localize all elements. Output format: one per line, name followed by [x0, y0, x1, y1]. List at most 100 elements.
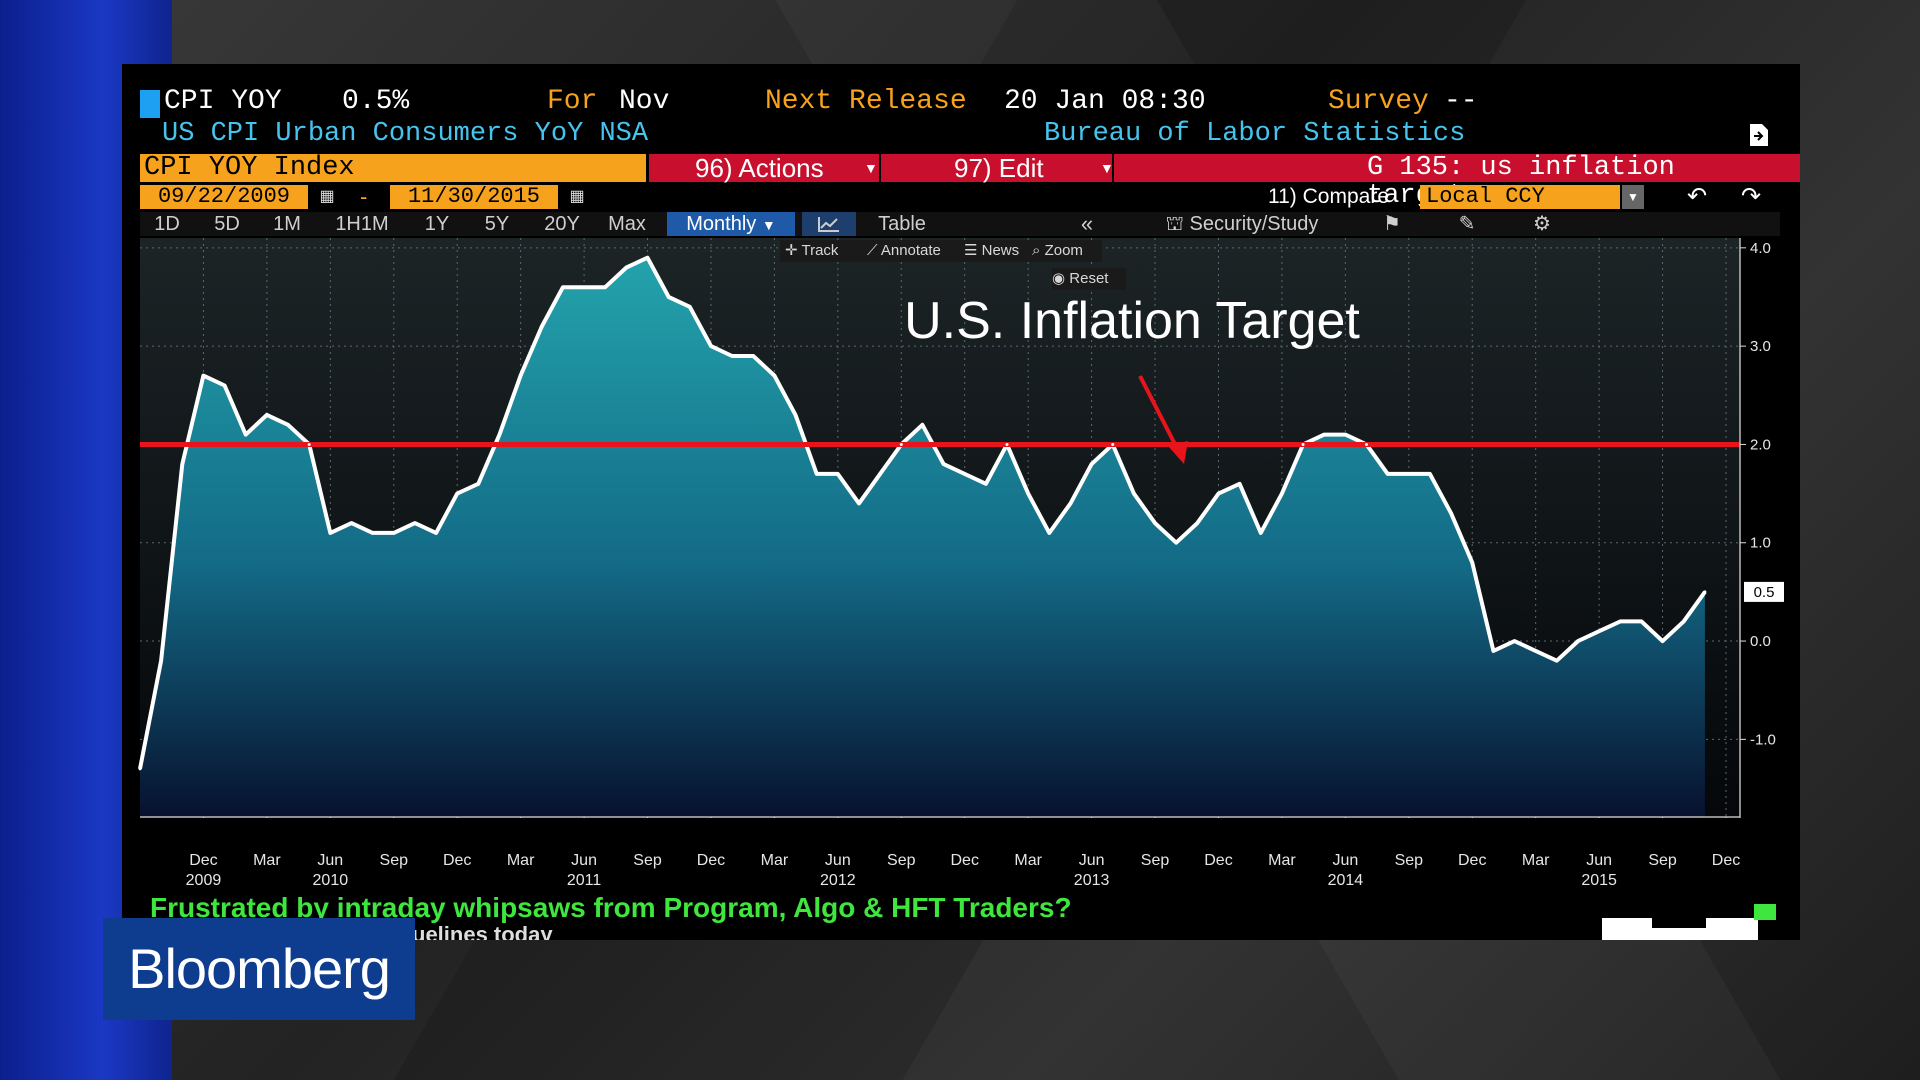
- edit-icon[interactable]: ✎: [1458, 213, 1476, 235]
- period-5d[interactable]: 5D: [214, 213, 240, 235]
- calendar-icon[interactable]: ▦: [569, 188, 585, 205]
- data-point: [1576, 639, 1580, 643]
- data-point: [201, 374, 205, 378]
- y-tick-label: 2.0: [1750, 436, 1771, 453]
- reset-button[interactable]: ◉ Reset: [1052, 268, 1126, 290]
- period-20y[interactable]: 20Y: [544, 213, 580, 235]
- annotation-label: U.S. Inflation Target: [904, 292, 1360, 350]
- divider: [879, 154, 881, 182]
- chevron-down-icon[interactable]: ▼: [1622, 185, 1644, 209]
- arrow-head: [1168, 441, 1188, 464]
- edit-menu[interactable]: 97) Edit ▼: [882, 153, 1114, 183]
- data-point: [265, 413, 269, 417]
- currency-select[interactable]: Local CCY: [1420, 185, 1620, 209]
- data-point: [815, 472, 819, 476]
- x-tick-label: Sep: [1648, 852, 1677, 869]
- x-tick-label: Jun: [317, 852, 344, 869]
- news-icon: ☰: [964, 242, 982, 259]
- data-point: [772, 374, 776, 378]
- period-1d[interactable]: 1D: [154, 213, 180, 235]
- undo-icon[interactable]: ↶: [1686, 183, 1708, 210]
- search-icon: ⌕: [1032, 242, 1045, 259]
- period-5y[interactable]: 5Y: [484, 213, 510, 235]
- data-point: [1343, 433, 1347, 437]
- x-tick-label: Sep: [379, 852, 408, 869]
- data-point: [646, 256, 650, 260]
- x-tick-label: Sep: [887, 852, 916, 869]
- ticker-value: 0.5%: [342, 86, 410, 117]
- data-point: [1153, 521, 1157, 525]
- data-point: [582, 285, 586, 289]
- calendar-icon[interactable]: ▦: [319, 188, 335, 205]
- data-point: [1174, 541, 1178, 545]
- table-button[interactable]: Table: [878, 213, 926, 235]
- export-icon[interactable]: [1748, 122, 1770, 148]
- flag-icon[interactable]: ⚑: [1383, 213, 1401, 235]
- y-axis: 4.0 3.0 2.0 1.0 0.0 -1.0: [1739, 238, 1776, 818]
- y-tick-label: -1.0: [1750, 731, 1776, 748]
- data-point: [1682, 619, 1686, 623]
- chevron-down-icon: ▼: [864, 160, 878, 176]
- x-tick-label: Mar: [506, 852, 535, 869]
- edit-label: 97) Edit: [954, 153, 1044, 183]
- data-point: [624, 265, 628, 269]
- data-point: [1639, 619, 1643, 623]
- actions-label: 96) Actions: [695, 153, 824, 183]
- frequency-select[interactable]: Monthly ▼: [667, 212, 795, 236]
- data-point: [1068, 501, 1072, 505]
- end-date-field[interactable]: 11/30/2015: [390, 185, 558, 209]
- data-point: [667, 295, 671, 299]
- data-point: [1132, 492, 1136, 496]
- data-point: [603, 285, 607, 289]
- ticker-graphic: [1602, 904, 1776, 940]
- security-description: US CPI Urban Consumers YoY NSA: [162, 119, 649, 149]
- for-value: Nov: [619, 86, 670, 117]
- period-1h1m[interactable]: 1H1M: [335, 213, 389, 235]
- data-point: [942, 462, 946, 466]
- data-point: [561, 285, 565, 289]
- chevron-down-icon: ▼: [761, 217, 776, 233]
- data-point: [963, 472, 967, 476]
- data-source: Bureau of Labor Statistics: [1044, 119, 1466, 149]
- compare-button[interactable]: 11) Compare: [1268, 185, 1389, 208]
- period-bar: [140, 212, 1780, 236]
- data-point: [1322, 433, 1326, 437]
- data-point: [836, 472, 840, 476]
- period-max[interactable]: Max: [608, 213, 646, 235]
- gear-icon[interactable]: ⚙: [1533, 213, 1551, 235]
- start-date-field[interactable]: 09/22/2009: [140, 185, 308, 209]
- data-point: [519, 374, 523, 378]
- security-study-button[interactable]: ⛫ Security/Study: [1152, 212, 1332, 236]
- data-point: [1026, 492, 1030, 496]
- collapse-button[interactable]: «: [1080, 211, 1094, 236]
- line-chart-icon[interactable]: [802, 212, 856, 236]
- x-tick-label: Dec: [189, 852, 218, 869]
- x-tick-label: Jun: [1078, 852, 1105, 869]
- track-button[interactable]: ✛ Track: [785, 240, 857, 262]
- security-field[interactable]: CPI YOY Index: [140, 154, 646, 182]
- y-tick-label: 1.0: [1750, 535, 1771, 552]
- annotate-button[interactable]: ⟋ Annotate: [867, 240, 959, 262]
- data-point: [857, 501, 861, 505]
- x-tick-label: Jun: [571, 852, 597, 869]
- zoom-button[interactable]: ⌕ Zoom: [1032, 240, 1102, 262]
- period-1m[interactable]: 1M: [273, 213, 301, 235]
- annotate-label: Annotate: [880, 242, 941, 259]
- data-point: [920, 423, 924, 427]
- x-tick-label: Jun: [1332, 852, 1359, 869]
- news-button[interactable]: ☰ News: [964, 240, 1028, 262]
- y-tick-label: 4.0: [1750, 240, 1771, 257]
- x-tick-label: Sep: [1394, 852, 1424, 869]
- data-point: [328, 531, 332, 535]
- bloomberg-logo: Bloomberg: [103, 918, 415, 1020]
- x-tick-label: Sep: [1140, 852, 1170, 869]
- redo-icon[interactable]: ↷: [1740, 183, 1762, 210]
- data-point: [1407, 472, 1411, 476]
- x-tick-label: Jun: [824, 852, 851, 869]
- x-tick-label: Mar: [1268, 852, 1296, 869]
- divider: [1112, 154, 1114, 182]
- x-tick-label: Mar: [253, 852, 281, 869]
- period-1y[interactable]: 1Y: [424, 213, 450, 235]
- data-point: [1216, 492, 1220, 496]
- actions-menu[interactable]: 96) Actions ▼: [649, 154, 879, 182]
